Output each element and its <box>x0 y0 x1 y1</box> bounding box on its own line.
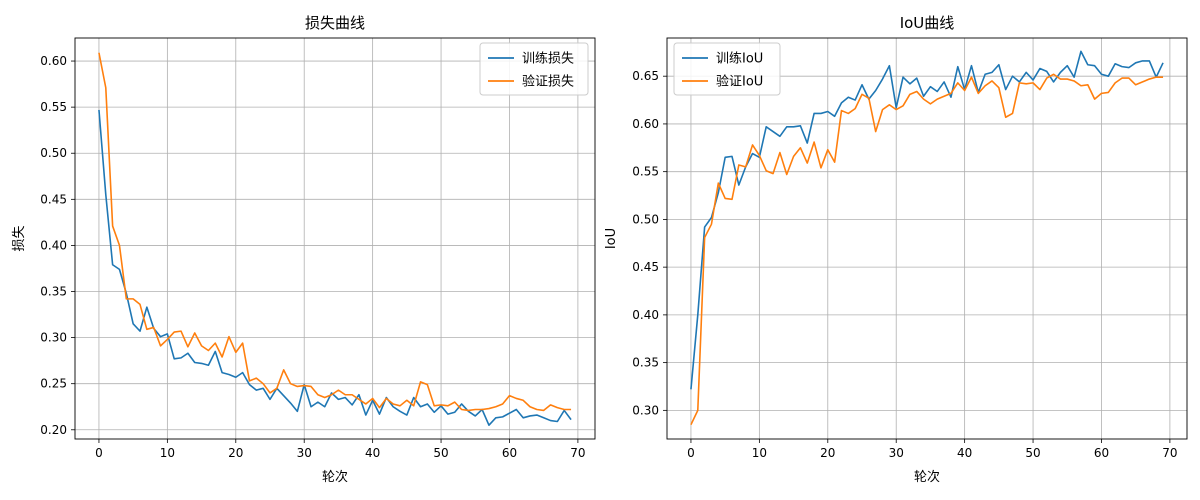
chart1-series-2-line <box>98 52 572 412</box>
chart2-ylabel: IoU <box>604 228 619 249</box>
chart2-legend-label-2: 验证IoU <box>716 74 763 90</box>
chart1-ytick-label-3: 0.35 <box>40 285 67 299</box>
chart1-ytick-label-5: 0.45 <box>40 192 67 206</box>
chart2-ytick-label-3: 0.45 <box>632 260 659 274</box>
chart2-ytick-label-2: 0.40 <box>632 308 659 322</box>
chart1-xtick-label-1: 10 <box>160 446 175 460</box>
chart1-ylabel: 损失 <box>12 225 27 251</box>
chart1-xtick-label-7: 70 <box>570 446 585 460</box>
chart1-ytick-label-7: 0.55 <box>40 100 67 114</box>
chart2-ytick-label-1: 0.35 <box>632 356 659 370</box>
chart1: 0 10 20 30 40 50 60 70 0.20 0.25 0.30 0.35 0.40 0.45 0… <box>12 14 596 485</box>
chart1-xtick-label-6: 60 <box>502 446 517 460</box>
chart2-xtick-label-4: 40 <box>957 446 972 460</box>
chart1-ytick-label-4: 0.40 <box>40 238 67 252</box>
chart2-xtick-label-0: 0 <box>687 446 695 460</box>
chart1-xtick-label-5: 50 <box>433 446 448 460</box>
chart1-xtick-label-4: 40 <box>365 446 380 460</box>
chart2-title: IoU曲线 <box>900 14 955 32</box>
chart1-series-1-line <box>98 109 572 426</box>
chart1-ytick-label-1: 0.25 <box>40 377 67 391</box>
chart2-ytick-label-0: 0.30 <box>632 403 659 417</box>
chart1-xtick-label-0: 0 <box>95 446 103 460</box>
chart2-plot-frame <box>666 37 1188 440</box>
chart2-legend: 训练IoU 验证IoU <box>673 42 781 96</box>
chart2-xtick-label-7: 70 <box>1162 446 1177 460</box>
chart2-series-1-line <box>690 50 1164 390</box>
chart1-ytick-label-6: 0.50 <box>40 146 67 160</box>
chart1-legend-box <box>479 42 589 96</box>
chart2-legend-box <box>673 42 781 96</box>
chart2-ytick-label-5: 0.55 <box>632 165 659 179</box>
chart2-xtick-label-6: 60 <box>1094 446 1109 460</box>
chart2-xtick-label-5: 50 <box>1025 446 1040 460</box>
chart1-legend-label-1: 训练损失 <box>522 52 574 67</box>
chart1-plot-frame <box>74 37 596 440</box>
chart2-xtick-label-2: 20 <box>820 446 835 460</box>
chart2-xtick-label-1: 10 <box>752 446 767 460</box>
chart2-legend-label-1: 训练IoU <box>716 52 763 67</box>
chart2-ytick-label-4: 0.50 <box>632 212 659 226</box>
chart2: 0 10 20 30 40 50 60 70 0.30 0.35 0.40 0.45 0.50 0.55 0… <box>604 14 1188 485</box>
chart1-legend-label-2: 验证损失 <box>522 74 574 90</box>
chart2-xlabel: 轮次 <box>914 469 940 485</box>
chart1-xtick-label-2: 20 <box>228 446 243 460</box>
chart2-ytick-label-7: 0.65 <box>632 69 659 83</box>
chart1-ytick-label-0: 0.20 <box>40 423 67 437</box>
chart1-ytick-label-2: 0.30 <box>40 331 67 345</box>
chart2-ytick-label-6: 0.60 <box>632 117 659 131</box>
chart1-ytick-label-8: 0.60 <box>40 54 67 68</box>
chart1-xtick-label-3: 30 <box>297 446 312 460</box>
chart2-xtick-label-3: 30 <box>889 446 904 460</box>
chart1-title: 损失曲线 <box>305 14 365 32</box>
chart1-xlabel: 轮次 <box>322 469 348 485</box>
chart2-series-2-line <box>690 73 1164 426</box>
